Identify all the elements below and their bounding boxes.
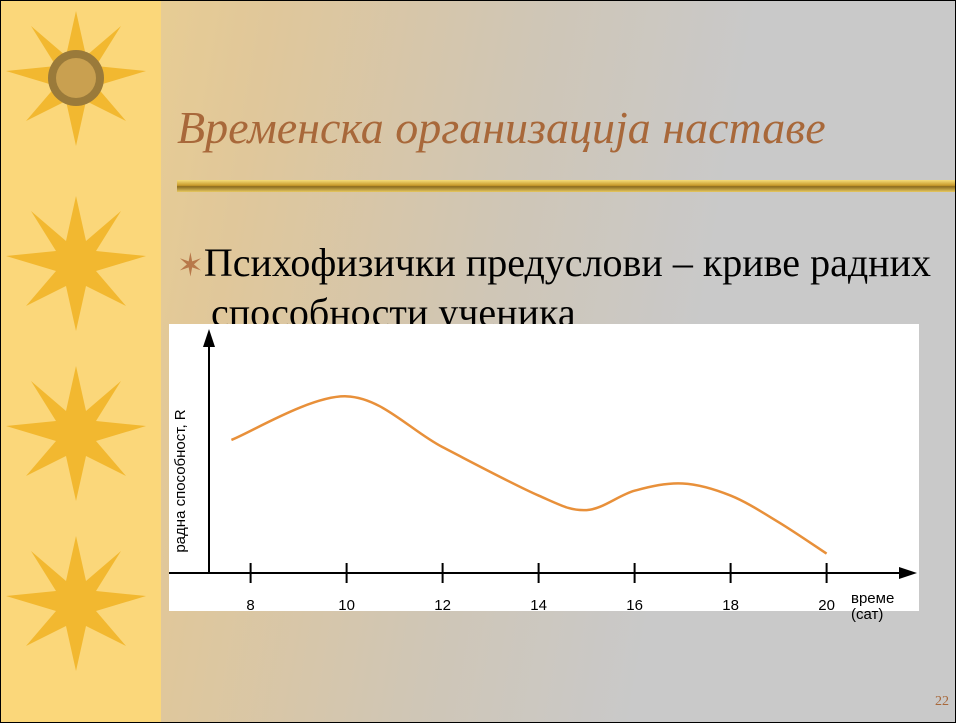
slide-title: Временска организација наставе [177, 102, 826, 153]
y-axis-label: радна способност, R [172, 409, 189, 552]
x-tick-label: 16 [626, 597, 643, 614]
curve [230, 395, 828, 555]
decorations [6, 11, 146, 671]
x-axis-label: време [851, 590, 894, 607]
x-tick-label: 10 [338, 597, 355, 614]
x-tick-label: 8 [246, 597, 254, 614]
x-axis-arrow [899, 567, 917, 579]
x-tick-label: 18 [722, 597, 739, 614]
title-rule [177, 180, 955, 192]
x-axis-label: (сат) [851, 606, 883, 623]
x-tick-label: 12 [434, 597, 451, 614]
sun-face-inner [56, 58, 96, 98]
slide-number: 22 [935, 694, 949, 709]
x-tick-label: 20 [818, 597, 835, 614]
x-tick-label: 14 [530, 597, 547, 614]
chart-background [169, 324, 919, 611]
y-axis-arrow [203, 329, 215, 347]
